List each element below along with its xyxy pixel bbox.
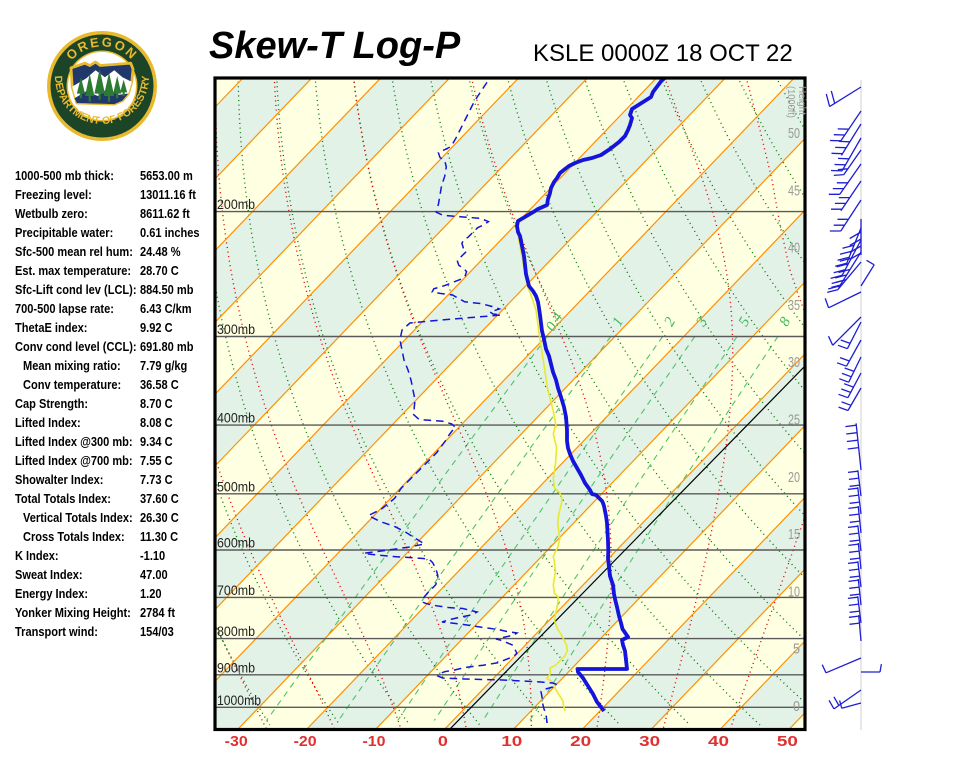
svg-text:-20: -20 [294, 733, 317, 750]
svg-text:35: 35 [788, 297, 800, 314]
svg-text:400mb: 400mb [217, 411, 255, 426]
svg-text:10: 10 [501, 733, 522, 750]
svg-text:200mb: 200mb [217, 197, 255, 212]
svg-text:800mb: 800mb [217, 624, 255, 639]
svg-text:(1000ft): (1000ft) [785, 86, 796, 118]
svg-text:-30: -30 [225, 733, 248, 750]
svg-text:25: 25 [788, 412, 800, 429]
svg-text:700mb: 700mb [217, 583, 255, 598]
svg-text:900mb: 900mb [217, 660, 255, 675]
svg-text:30: 30 [639, 733, 660, 750]
svg-text:20: 20 [788, 469, 800, 486]
svg-text:10: 10 [788, 583, 800, 600]
svg-text:40: 40 [788, 240, 800, 257]
svg-text:600mb: 600mb [217, 536, 255, 551]
svg-text:Height: Height [796, 86, 807, 115]
svg-text:0: 0 [438, 733, 448, 750]
svg-text:20: 20 [570, 733, 591, 750]
svg-text:40: 40 [708, 733, 729, 750]
svg-text:300mb: 300mb [217, 322, 255, 337]
svg-text:1000mb: 1000mb [217, 693, 261, 708]
svg-text:45: 45 [788, 182, 800, 199]
svg-text:50: 50 [788, 125, 800, 142]
svg-text:5: 5 [793, 641, 800, 658]
svg-text:30: 30 [788, 354, 800, 371]
svg-text:0: 0 [793, 698, 800, 715]
svg-text:-10: -10 [363, 733, 386, 750]
svg-text:50: 50 [777, 733, 798, 750]
svg-text:15: 15 [788, 526, 800, 543]
svg-text:500mb: 500mb [217, 479, 255, 494]
